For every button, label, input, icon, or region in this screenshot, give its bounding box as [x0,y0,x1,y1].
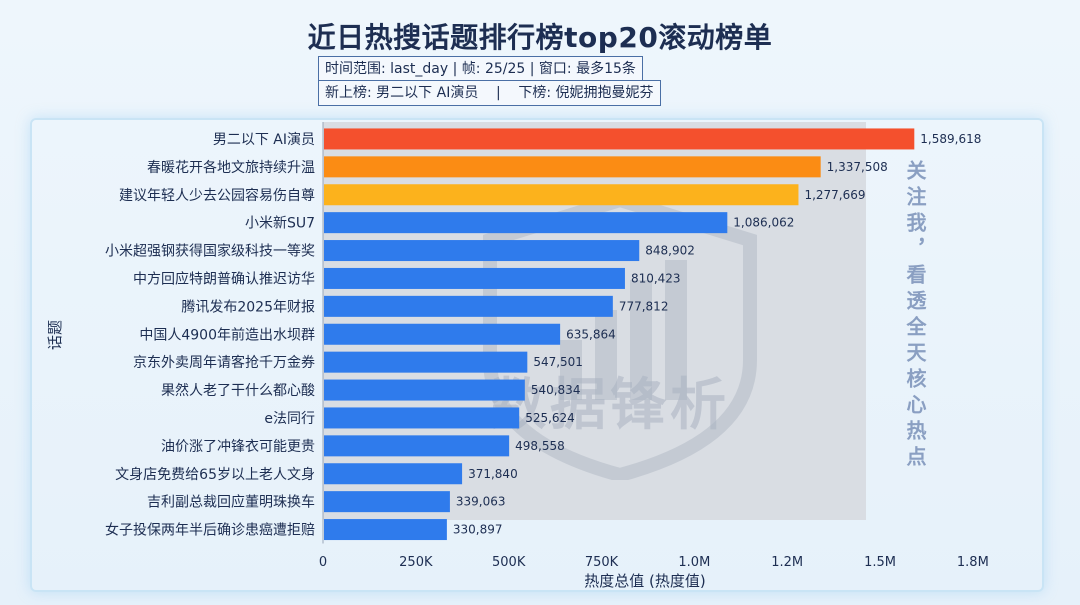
bar [324,128,915,150]
x-tick-label: 0 [319,555,327,570]
value-label: 635,864 [566,327,616,341]
bar [324,240,640,262]
category-label: 中国人4900年前造出水坝群 [139,326,315,343]
bar [324,184,799,206]
bar [324,267,625,289]
category-label: e法同行 [264,411,315,427]
x-tick-label: 500K [492,555,526,570]
bar [324,435,510,457]
bar [324,491,450,513]
value-label: 547,501 [533,355,583,369]
watermark-text: 数据锋析 [490,373,730,438]
value-label: 810,423 [631,271,681,285]
value-label: 371,840 [468,467,518,481]
value-label: 1,086,062 [733,216,794,230]
value-label: 1,277,669 [804,188,865,202]
category-label: 文身店免费给65岁以上老人文身 [115,467,315,483]
follow-slogan: 关注我，看透全天核心热点 [903,160,927,472]
x-tick-label: 750K [585,555,619,570]
category-label: 腾讯发布2025年财报 [181,298,315,315]
category-label: 春暖花开各地文旅持续升温 [147,159,315,176]
category-label: 吉利副总裁回应董明珠换车 [147,494,315,511]
bar [324,379,525,401]
value-label: 848,902 [645,244,695,258]
value-label: 339,063 [456,495,506,509]
value-label: 525,624 [525,411,575,425]
category-label: 男二以下 AI演员 [213,132,315,148]
x-tick-label: 1.2M [771,555,803,570]
category-label: 建议年轻人少去公园容易伤自尊 [119,187,315,204]
bar [324,463,463,485]
chart-frame [30,118,1044,592]
off-list-label: 下榜: 倪妮拥抱曼妮芬 [518,85,654,101]
value-label: 777,812 [619,299,669,313]
x-tick-label: 1.8M [957,555,989,570]
x-tick-label: 1.0M [678,555,710,570]
bar [324,212,728,234]
x-axis-label: 热度总值 (热度值) [584,572,706,590]
value-label: 540,834 [531,383,581,397]
value-label: 498,558 [515,439,565,453]
category-label: 果然人老了干什么都心酸 [161,382,315,399]
watermark-chart-icon [483,192,757,480]
category-label: 小米新SU7 [245,216,315,232]
info-time-range: 时间范围: last_day | 帧: 25/25 | 窗口: 最多15条 [318,56,643,82]
category-label: 中方回应特朗普确认推迟访华 [133,270,315,287]
bar [324,407,520,429]
x-tick-label: 250K [399,555,433,570]
info-list-changes: 新上榜: 男二以下 AI演员 | 下榜: 倪妮拥抱曼妮芬 [318,80,661,106]
bar [324,156,821,178]
category-label: 油价涨了冲锋衣可能更贵 [161,439,315,455]
x-tick-label: 1.5M [864,555,896,570]
bar [324,351,528,373]
chart-title: 近日热搜话题排行榜top20滚动榜单 [307,21,773,54]
value-label: 1,337,508 [827,160,888,174]
y-axis-label: 话题 [46,319,64,350]
category-label: 小米超强钢获得国家级科技一等奖 [105,243,315,260]
category-label: 女子投保两年半后确诊患癌遭拒赔 [105,522,315,539]
value-label: 330,897 [453,523,503,537]
bar [324,295,613,317]
category-label: 京东外卖周年请客抢千万金券 [133,354,315,371]
new-on-list-label: 新上榜: 男二以下 AI演员 [325,85,479,101]
bar [324,323,561,345]
value-label: 1,589,618 [920,132,981,146]
bar [324,519,447,541]
info-separator: | [495,85,501,101]
